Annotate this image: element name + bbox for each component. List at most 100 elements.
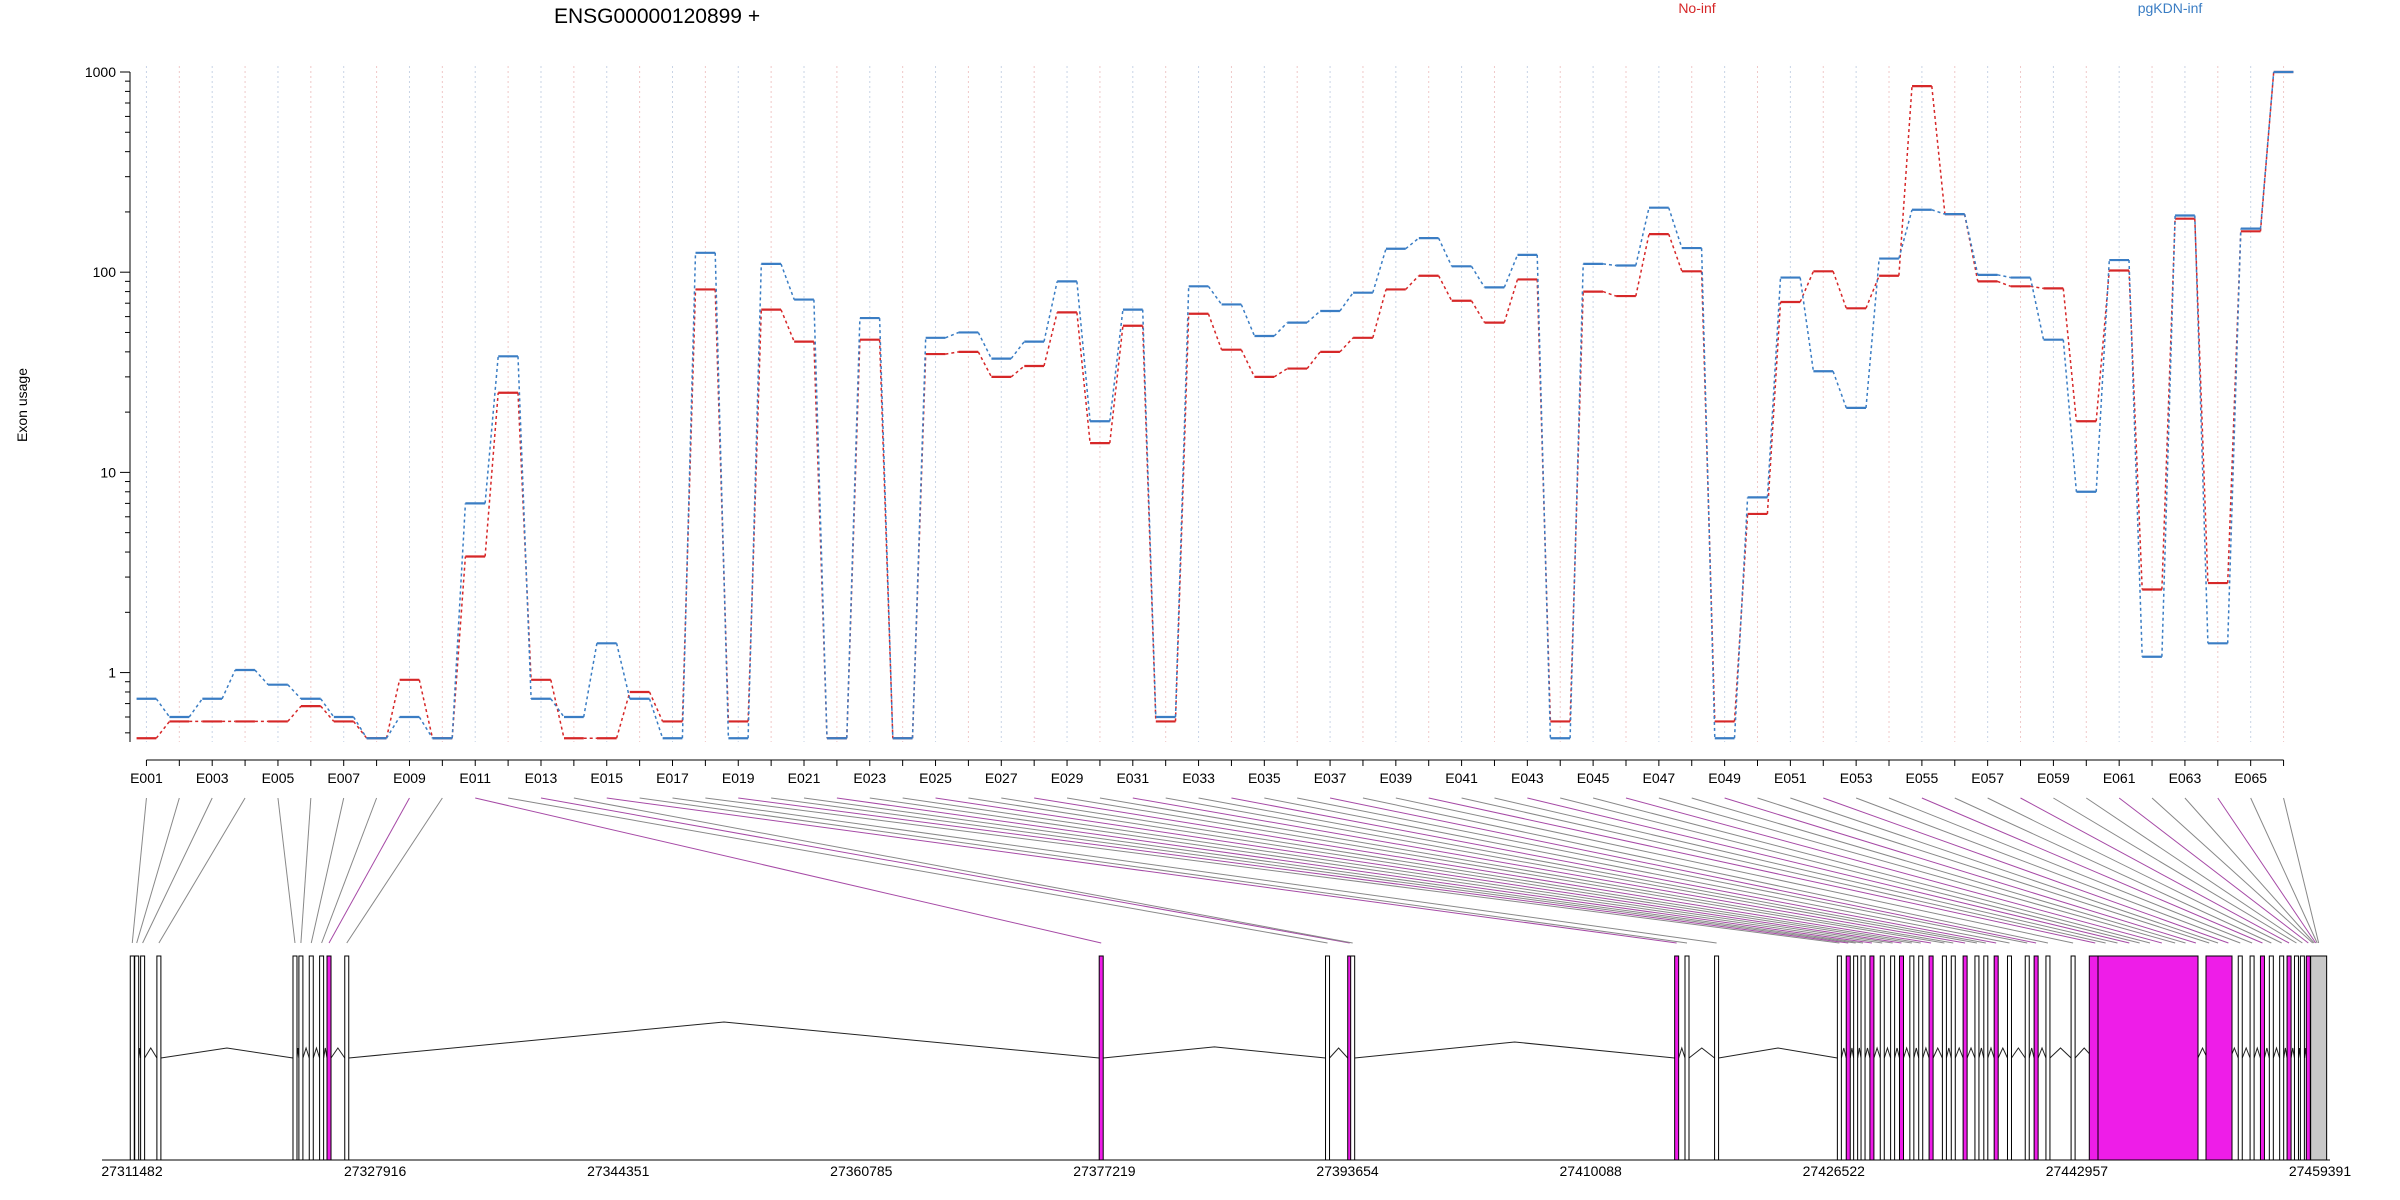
exon-box bbox=[1836, 955, 1842, 1161]
intron-line bbox=[1873, 1046, 1881, 1059]
x-tick-label: E007 bbox=[327, 770, 360, 786]
exon-cluster-highlighted bbox=[2205, 955, 2233, 1161]
exon-connector bbox=[1165, 797, 1978, 944]
intron-line bbox=[2272, 1046, 2281, 1059]
exon-connector bbox=[2283, 797, 2320, 944]
gene-model bbox=[129, 955, 2328, 1161]
exon-connector bbox=[1494, 797, 2118, 944]
coordinate-label: 27459391 bbox=[2289, 1163, 2352, 1179]
exon-connector bbox=[1099, 797, 1954, 944]
exon-connector bbox=[321, 797, 378, 944]
x-tick-label: E021 bbox=[788, 770, 821, 786]
exon-connector bbox=[2086, 797, 2303, 944]
exon-connector bbox=[1724, 797, 2197, 944]
exon-box bbox=[1941, 955, 1947, 1161]
exon-box bbox=[2024, 955, 2030, 1161]
series-line-no-inf bbox=[155, 71, 2275, 739]
exon-connector bbox=[1625, 797, 2162, 944]
exon-connector bbox=[346, 797, 443, 944]
exon-box bbox=[1853, 955, 1859, 1161]
x-tick-label: E039 bbox=[1379, 770, 1412, 786]
exon-box bbox=[1898, 955, 1904, 1161]
exon-connector bbox=[1790, 797, 2219, 944]
intron-line bbox=[1883, 1046, 1892, 1059]
legend-entry-no-inf: No-inf bbox=[1678, 0, 1715, 16]
exon-connector bbox=[968, 797, 1912, 944]
exon-box bbox=[1098, 955, 1104, 1161]
x-tick-label: E025 bbox=[919, 770, 952, 786]
intron-line bbox=[1913, 1047, 1920, 1059]
exon-connector bbox=[1527, 797, 2130, 944]
exon-box bbox=[2279, 955, 2285, 1161]
y-tick-label: 1000 bbox=[85, 64, 116, 80]
exon-connector bbox=[935, 797, 1902, 944]
intron-line bbox=[1354, 1041, 1675, 1059]
x-tick-label: E053 bbox=[1840, 770, 1873, 786]
exon-connector bbox=[277, 797, 296, 944]
intron-line bbox=[1922, 1046, 1930, 1059]
intron-line bbox=[302, 1046, 310, 1059]
exon-box bbox=[2299, 955, 2305, 1161]
intron-line bbox=[2283, 1047, 2288, 1059]
x-tick-label: E033 bbox=[1182, 770, 1215, 786]
x-tick-label: E045 bbox=[1577, 770, 1610, 786]
exon-connector bbox=[1297, 797, 2028, 944]
exon-box bbox=[1928, 955, 1934, 1161]
exon-box bbox=[2310, 955, 2328, 1161]
x-tick-label: E031 bbox=[1116, 770, 1149, 786]
exon-box bbox=[2268, 955, 2274, 1161]
intron-line bbox=[348, 1021, 1100, 1059]
exon-connector bbox=[1428, 797, 2096, 944]
x-tick-label: E003 bbox=[196, 770, 229, 786]
x-tick-label: E029 bbox=[1051, 770, 1084, 786]
exon-box bbox=[1684, 955, 1690, 1161]
exon-box bbox=[2249, 955, 2255, 1161]
y-tick-label: 100 bbox=[93, 264, 117, 280]
exon-box bbox=[344, 955, 350, 1161]
coordinate-label: 27377219 bbox=[1073, 1163, 1136, 1179]
exon-box bbox=[292, 955, 298, 1161]
exon-connector bbox=[1855, 797, 2241, 944]
exon-connector bbox=[1954, 797, 2272, 944]
exon-connector bbox=[136, 797, 180, 944]
exon-connector bbox=[1921, 797, 2263, 944]
exon-box bbox=[1974, 955, 1980, 1161]
x-tick-label: E043 bbox=[1511, 770, 1544, 786]
x-tick-label: E061 bbox=[2103, 770, 2136, 786]
x-tick-label: E017 bbox=[656, 770, 689, 786]
exon-box bbox=[1869, 955, 1875, 1161]
intron-line bbox=[1894, 1047, 1900, 1059]
y-axis: 1 10 100 1000 bbox=[85, 64, 131, 742]
exon-connector bbox=[2053, 797, 2297, 944]
intron-line bbox=[2011, 1047, 2026, 1059]
intron-line bbox=[160, 1047, 294, 1059]
exon-box bbox=[1325, 955, 1331, 1161]
exon-connector bbox=[310, 797, 345, 944]
exon-connector bbox=[475, 797, 1102, 944]
exon-box bbox=[140, 955, 146, 1161]
chart-title: ENSG00000120899 + bbox=[554, 5, 760, 28]
coordinate-label: 27410088 bbox=[1560, 1163, 1623, 1179]
exon-connector bbox=[1461, 797, 2106, 944]
intron-line bbox=[2241, 1046, 2251, 1059]
exon-connector bbox=[803, 797, 1864, 944]
intron-line bbox=[2049, 1047, 2072, 1059]
exon-connector bbox=[1132, 797, 1966, 944]
x-tick-label: E059 bbox=[2037, 770, 2070, 786]
exon-connector bbox=[1987, 797, 2282, 944]
series-line-pgkdn-inf bbox=[155, 71, 2275, 739]
coordinate-axis: 27311482 27327916 27344351 27360785 27377219… bbox=[101, 1159, 2352, 1179]
x-tick-label: E037 bbox=[1314, 770, 1347, 786]
exon-box bbox=[2033, 955, 2039, 1161]
exon-box bbox=[2045, 955, 2051, 1161]
exon-connector bbox=[1198, 797, 1986, 944]
exon-connector bbox=[1395, 797, 2074, 944]
exon-connector bbox=[1231, 797, 1997, 944]
coordinate-label: 27344351 bbox=[587, 1163, 650, 1179]
intron-line bbox=[1932, 1046, 1943, 1059]
exon-connector bbox=[508, 797, 1328, 944]
intron-line bbox=[1864, 1047, 1871, 1059]
intron-line bbox=[323, 1047, 328, 1059]
exon-connector bbox=[142, 797, 213, 944]
